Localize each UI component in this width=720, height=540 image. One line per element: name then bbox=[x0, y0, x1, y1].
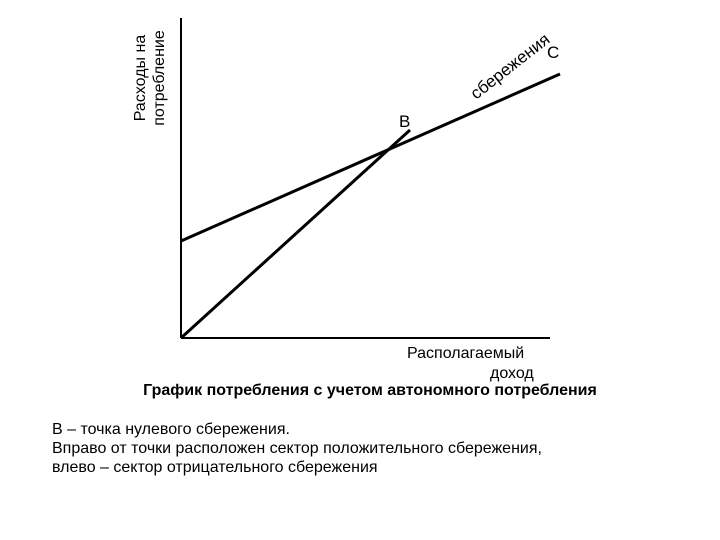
y-axis-label-line1: Расходы на bbox=[132, 35, 149, 122]
savings-curve-label: сбережения bbox=[467, 30, 554, 104]
x-axis-label-line1: Располагаемый bbox=[407, 345, 524, 362]
consumption-line bbox=[180, 72, 561, 243]
notes-block: В – точка нулевого сбережения. Вправо от… bbox=[52, 420, 542, 477]
y-axis-label-line2: потребление bbox=[151, 30, 168, 126]
x-axis-label-line2: доход bbox=[490, 365, 534, 382]
note-line: Вправо от точки расположен сектор положи… bbox=[52, 440, 542, 457]
note-line: В – точка нулевого сбережения. bbox=[52, 421, 290, 438]
point-b-label: В bbox=[399, 112, 410, 131]
note-line: влево – сектор отрицательного сбережения bbox=[52, 459, 378, 476]
point-c-label: С bbox=[547, 43, 559, 62]
figure-caption: График потребления с учетом автономного … bbox=[143, 382, 597, 399]
forty-five-degree-line bbox=[179, 128, 412, 340]
